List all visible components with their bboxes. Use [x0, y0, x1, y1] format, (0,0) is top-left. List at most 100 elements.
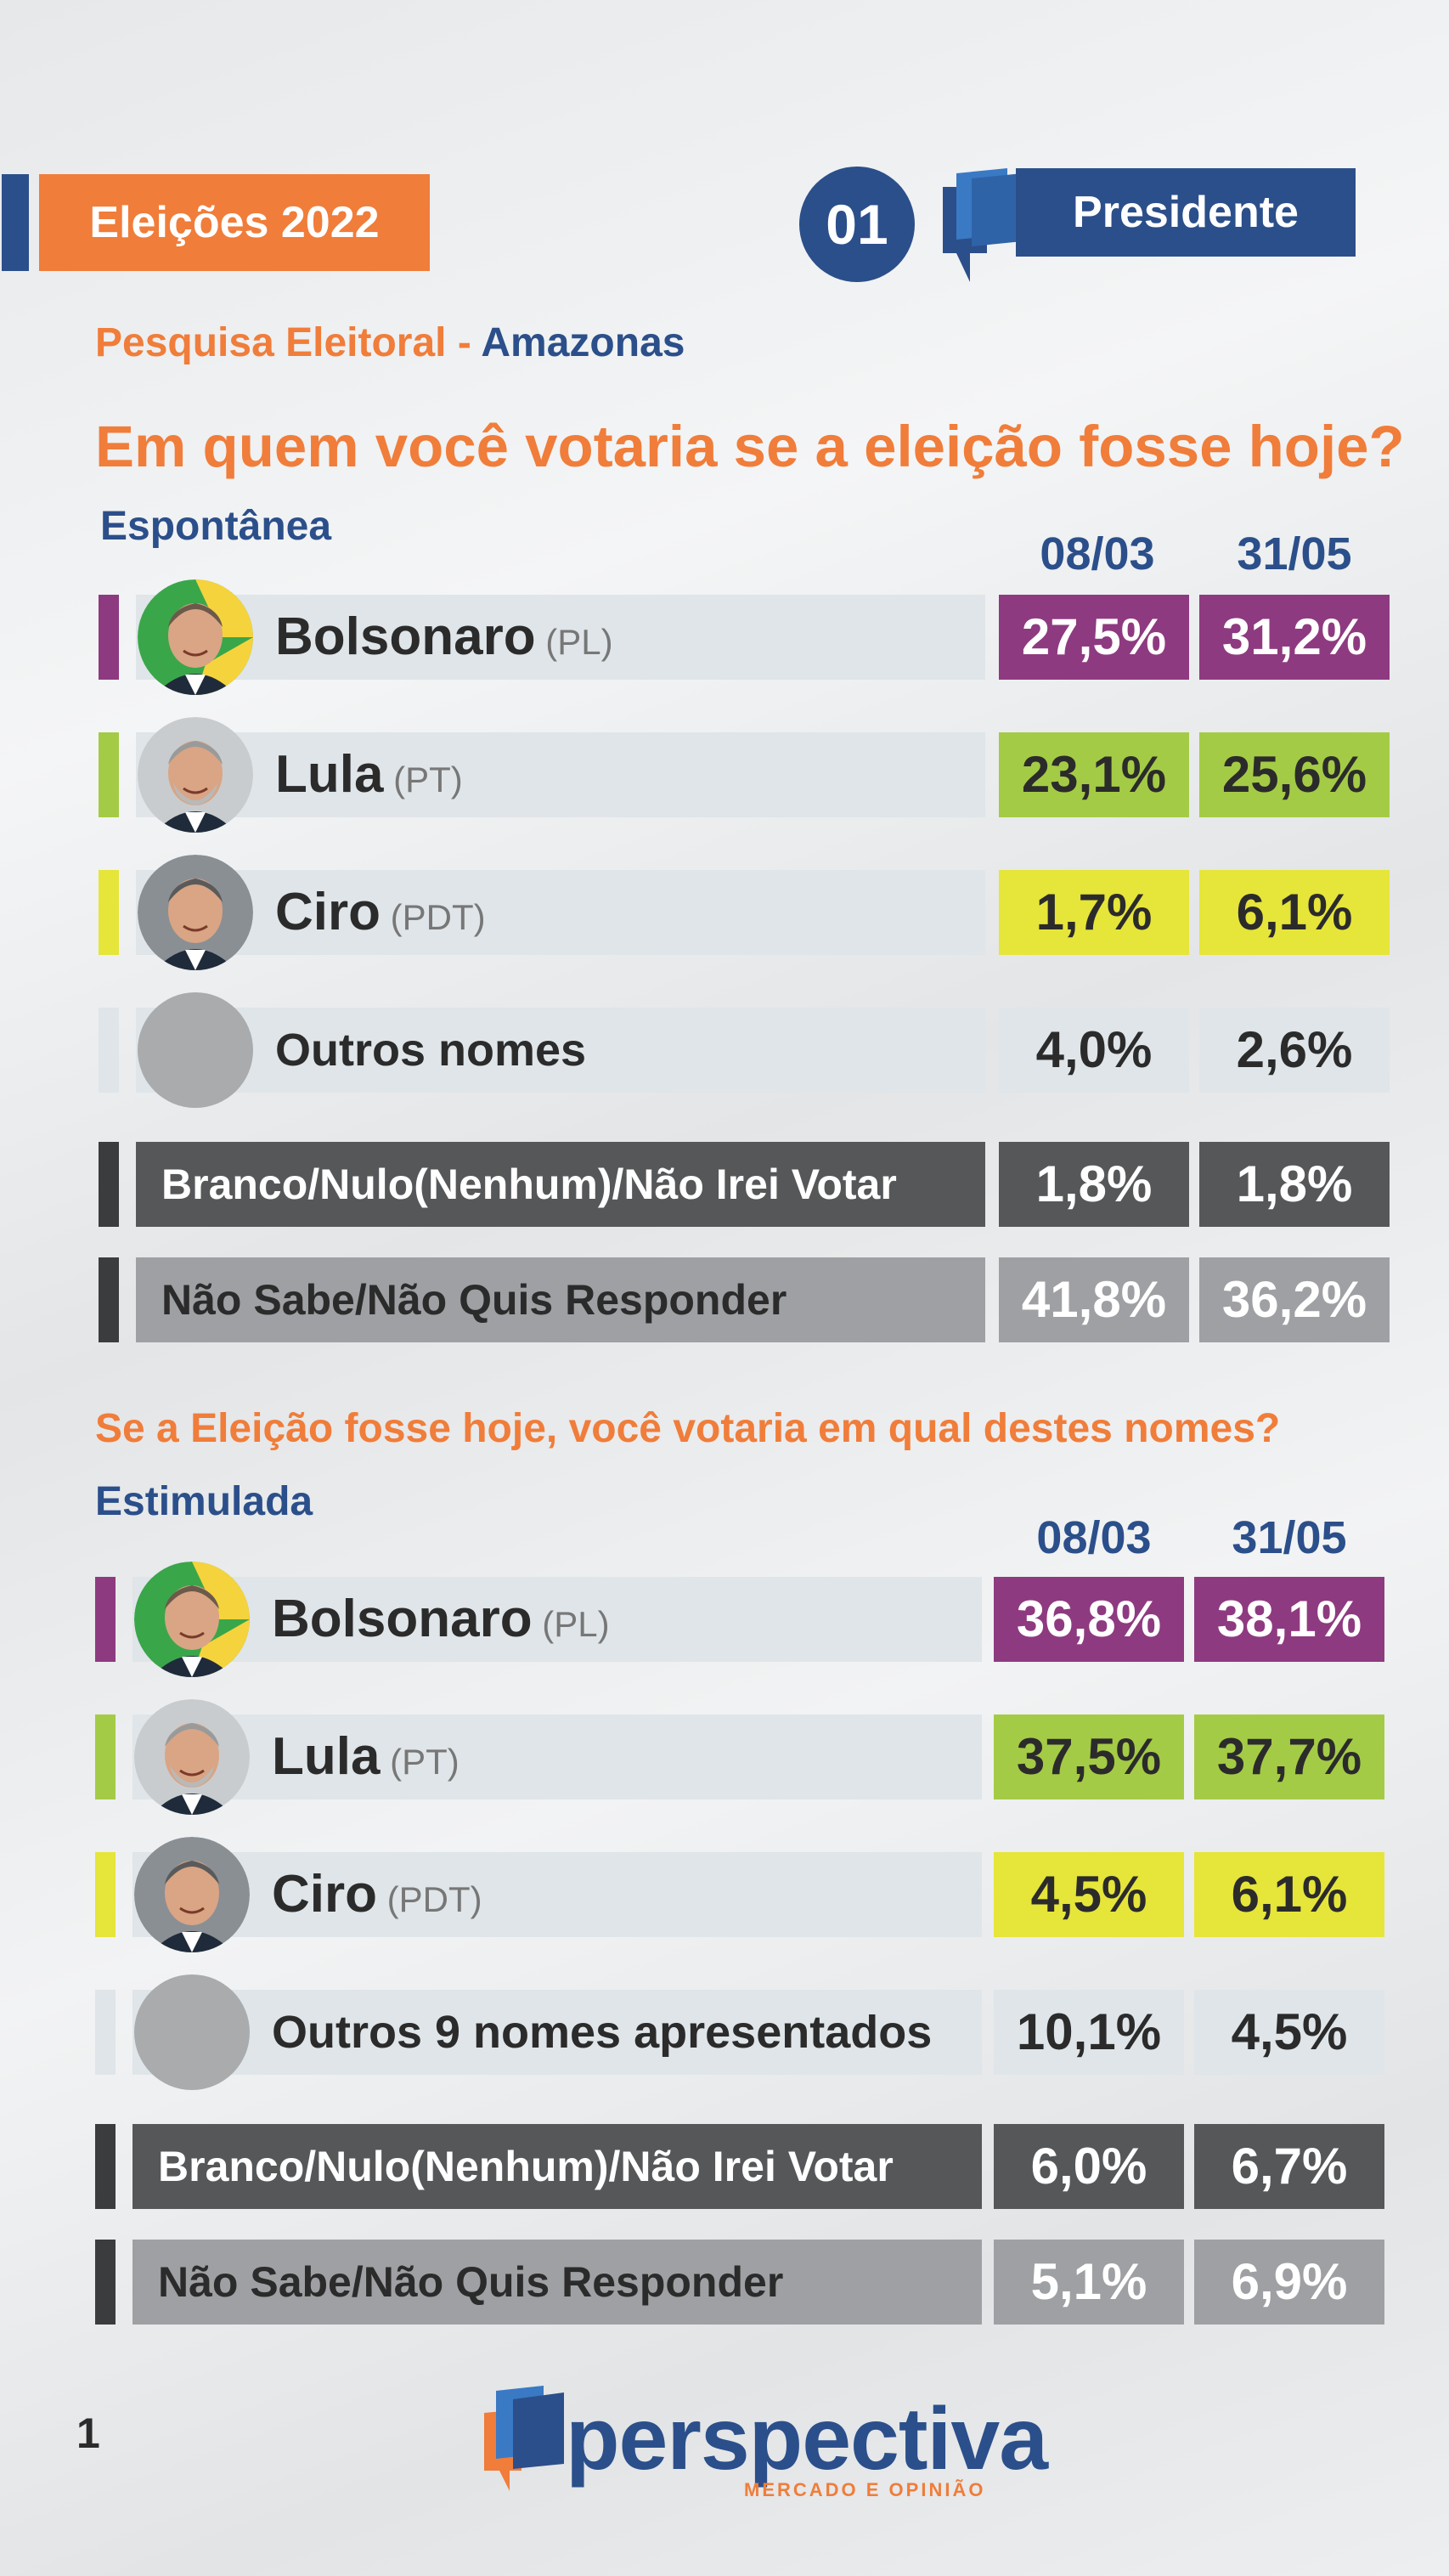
row-label-bar — [136, 1008, 985, 1093]
value-cell-31-05: 37,7% — [1194, 1715, 1384, 1799]
row-accent-bar — [99, 1008, 119, 1093]
candidate-name-text: Ciro — [272, 1865, 377, 1924]
candidate-photo — [134, 1699, 250, 1815]
table-row: Outros 9 nomes apresentados 10,1% 4,5% — [95, 1974, 1384, 2090]
candidate-name-text: Bolsonaro — [272, 1590, 533, 1648]
row-label-bar — [136, 732, 985, 817]
row-accent-bar — [99, 1257, 119, 1342]
state-label: Amazonas — [481, 320, 685, 365]
candidate-name: Lula (PT) — [272, 1715, 460, 1805]
candidate-photo — [134, 1562, 250, 1677]
table-row: Ciro (PDT) 1,7% 6,1% — [99, 855, 1390, 970]
party-label: (PT) — [380, 1742, 460, 1782]
party-label: (PDT) — [377, 1879, 482, 1919]
table-row: Bolsonaro (PL) 27,5% 31,2% — [99, 579, 1390, 695]
row-accent-bar — [99, 870, 119, 955]
value-cell-08-03: 5,1% — [994, 2240, 1184, 2325]
row-accent-bar — [95, 2124, 116, 2209]
value-cell-08-03: 27,5% — [999, 595, 1189, 680]
table-row: Branco/Nulo(Nenhum)/Não Irei Votar 1,8% 1,… — [99, 1142, 1390, 1227]
brand-tagline: MERCADO E OPINIÃO — [744, 2479, 986, 2500]
value-cell-31-05: 2,6% — [1199, 1008, 1390, 1093]
candidate-name-text: Outros nomes — [275, 1025, 587, 1076]
value-cell-08-03: 37,5% — [994, 1715, 1184, 1799]
candidate-name-text: Lula — [272, 1727, 381, 1786]
value-cell-31-05: 6,1% — [1194, 1852, 1384, 1937]
candidate-name-text: Ciro — [275, 883, 381, 941]
value-cell-31-05: 6,7% — [1194, 2124, 1384, 2209]
value-cell-08-03: 23,1% — [999, 732, 1189, 817]
candidate-name: Outros 9 nomes apresentados — [272, 1990, 932, 2075]
undecided-label: Não Sabe/Não Quis Responder — [161, 1276, 787, 1324]
row-accent-bar — [99, 595, 119, 680]
table-row: Bolsonaro (PL) 36,8% 38,1% — [95, 1562, 1384, 1677]
candidate-photo — [138, 717, 253, 833]
candidate-name-text: Outros 9 nomes apresentados — [272, 2007, 933, 2058]
row-label-bar — [132, 2124, 982, 2209]
value-cell-31-05: 25,6% — [1199, 732, 1390, 817]
row-accent-bar — [99, 1142, 119, 1227]
undecided-label: Não Sabe/Não Quis Responder — [158, 2258, 784, 2306]
table-row: Ciro (PDT) 4,5% 6,1% — [95, 1837, 1384, 1952]
row-label-bar — [136, 1142, 985, 1227]
blank-null-label: Branco/Nulo(Nenhum)/Não Irei Votar — [158, 2143, 894, 2190]
date-header-2: 31/05 — [1237, 528, 1352, 579]
candidate-name: Ciro (PDT) — [275, 870, 486, 960]
candidate-photo — [134, 1837, 250, 1952]
table-row: Não Sabe/Não Quis Responder 5,1% 6,9% — [95, 2240, 1384, 2325]
value-cell-08-03: 1,8% — [999, 1142, 1189, 1227]
page-number: 1 — [76, 2409, 100, 2457]
section-label-stimulated: Estimulada — [95, 1479, 313, 1524]
value-cell-31-05: 1,8% — [1199, 1142, 1390, 1227]
candidate-name: Outros nomes — [275, 1008, 586, 1093]
value-cell-31-05: 6,9% — [1194, 2240, 1384, 2325]
section-label-spontaneous: Espontânea — [100, 504, 332, 549]
value-cell-08-03: 1,7% — [999, 870, 1189, 955]
row-label-bar — [136, 1257, 985, 1342]
placeholder-avatar — [138, 992, 253, 1108]
value-cell-31-05: 6,1% — [1199, 870, 1390, 955]
row-label-bar — [132, 1715, 982, 1799]
party-label: (PT) — [383, 760, 463, 799]
question-spontaneous: Em quem você votaria se a eleição fosse … — [95, 414, 1405, 479]
value-cell-31-05: 36,2% — [1199, 1257, 1390, 1342]
candidate-name: Ciro (PDT) — [272, 1852, 482, 1942]
tag-accent-bar — [2, 174, 29, 271]
row-accent-bar — [99, 732, 119, 817]
value-cell-08-03: 4,0% — [999, 1008, 1189, 1093]
row-accent-bar — [95, 1852, 116, 1937]
value-cell-08-03: 36,8% — [994, 1577, 1184, 1662]
row-accent-bar — [95, 2240, 116, 2325]
value-cell-08-03: 4,5% — [994, 1852, 1184, 1937]
candidate-name: Lula (PT) — [275, 732, 463, 822]
page-number-badge: 01 — [799, 167, 915, 282]
row-label-bar — [132, 1990, 982, 2075]
row-label-bar — [136, 595, 985, 680]
row-label-bar — [132, 1577, 982, 1662]
table-row: Branco/Nulo(Nenhum)/Não Irei Votar 6,0% 6,… — [95, 2124, 1384, 2209]
table-row: Outros nomes 4,0% 2,6% — [99, 992, 1390, 1108]
office-label: Presidente — [1016, 168, 1356, 257]
table-row: Lula (PT) 37,5% 37,7% — [95, 1699, 1384, 1815]
party-label: (PDT) — [381, 897, 486, 937]
row-accent-bar — [95, 1990, 116, 2075]
candidate-name: Bolsonaro (PL) — [275, 595, 613, 685]
row-label-bar — [136, 870, 985, 955]
survey-subtitle: Pesquisa Eleitoral - Amazonas — [95, 318, 685, 369]
value-cell-31-05: 38,1% — [1194, 1577, 1384, 1662]
table-row: Lula (PT) 23,1% 25,6% — [99, 717, 1390, 833]
value-cell-08-03: 41,8% — [999, 1257, 1189, 1342]
row-accent-bar — [95, 1715, 116, 1799]
row-label-bar — [132, 1852, 982, 1937]
date-header-4: 31/05 — [1232, 1512, 1347, 1563]
tag-label: Eleições 2022 — [39, 174, 430, 271]
candidate-photo — [138, 855, 253, 970]
value-cell-31-05: 4,5% — [1194, 1990, 1384, 2075]
row-label-bar — [132, 2240, 982, 2325]
election-tag: Eleições 2022 — [2, 174, 430, 271]
row-accent-bar — [95, 1577, 116, 1662]
brand-name: perspectiva — [566, 2390, 1048, 2488]
survey-label: Pesquisa Eleitoral - — [95, 320, 471, 365]
party-label: (PL) — [535, 622, 613, 662]
date-header-1: 08/03 — [1040, 528, 1155, 579]
